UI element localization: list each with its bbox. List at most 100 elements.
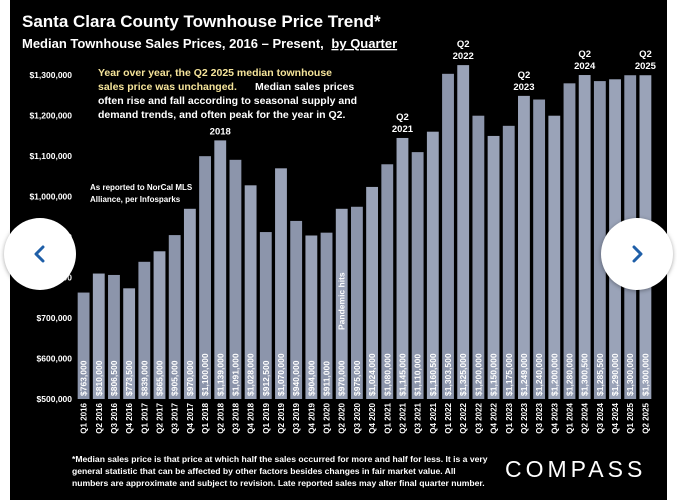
x-tick-label: Q3 2020 — [353, 402, 362, 433]
x-tick-label: Q2 2016 — [95, 402, 104, 433]
bar — [442, 73, 454, 400]
x-tick-label: Q2 2017 — [156, 402, 165, 433]
x-tick-label: Q2 2025 — [641, 402, 650, 433]
bar-value-label: $1,070,000 — [276, 353, 286, 396]
next-slide-button[interactable] — [601, 218, 673, 290]
x-tick-label: Q3 2024 — [596, 402, 605, 433]
footnote-line: numbers are approximate and subject to r… — [72, 478, 485, 488]
bar-value-label: $1,300,500 — [580, 353, 590, 396]
source-note-line: Alliance, per Infosparks — [90, 195, 181, 204]
footnote-line: general statistic that can be affected b… — [72, 466, 456, 476]
note-highlight-line: Year over year, the Q2 2025 median townh… — [98, 67, 332, 79]
source-note-line: As reported to NorCal MLS — [90, 183, 193, 192]
bar-value-label: $1,145,000 — [397, 353, 407, 396]
bar — [108, 274, 120, 399]
bar — [426, 131, 439, 399]
bar — [77, 292, 90, 399]
y-tick-label: $1,100,000 — [29, 151, 72, 161]
bar — [244, 185, 257, 399]
x-tick-label: Q2 2018 — [216, 402, 225, 433]
x-tick-label: Q1 2017 — [140, 402, 149, 433]
bar-value-label: $940,000 — [291, 360, 301, 396]
bar — [153, 251, 166, 399]
x-tick-label: Q4 2017 — [186, 402, 195, 433]
bar-value-label: $905,000 — [170, 360, 180, 396]
x-tick-label: Q1 2023 — [505, 402, 514, 433]
bar-value-label: $1,240,000 — [534, 353, 544, 396]
bar-value-label: $1,110,000 — [413, 354, 423, 396]
note-line: often rise and fall according to seasona… — [98, 95, 357, 107]
bar-value-label: $1,300,000 — [640, 353, 650, 396]
bar — [487, 135, 500, 400]
subtitle-suffix: by Quarter — [331, 36, 397, 51]
bar — [563, 83, 576, 400]
peak-annotation: Q2 — [639, 49, 652, 60]
peak-annotation: 2024 — [574, 61, 596, 72]
x-tick-label: Q3 2018 — [231, 402, 240, 433]
peak-annotation: Q2 — [518, 70, 531, 81]
x-tick-label: Q1 2020 — [323, 402, 332, 433]
peak-annotation: Q2 — [396, 112, 409, 123]
bar-value-label: $810,000 — [94, 360, 104, 396]
bar — [548, 115, 561, 400]
x-tick-label: Q4 2016 — [125, 402, 134, 433]
peak-annotation: 2021 — [392, 124, 414, 135]
peak-annotation: Q2 — [578, 49, 591, 60]
x-tick-label: Q4 2018 — [247, 402, 256, 433]
note-highlight-line: sales price was unchanged. — [98, 81, 237, 93]
x-tick-label: Q1 2016 — [80, 402, 89, 433]
bar-value-label: $1,139,000 — [215, 353, 225, 396]
bar-value-label: $1,091,000 — [230, 353, 240, 396]
chart-subtitle: Median Townhouse Sales Prices, 2016 – Pr… — [22, 36, 397, 51]
x-tick-label: Q2 2019 — [277, 402, 286, 433]
bar — [138, 261, 151, 399]
x-tick-label: Q4 2024 — [611, 402, 620, 433]
peak-annotation: Q2 — [457, 39, 470, 50]
bar-value-label: $1,290,000 — [610, 353, 620, 396]
x-tick-label: Q1 2025 — [626, 402, 635, 433]
bar-value-label: $773,500 — [124, 360, 134, 396]
bar-value-label: $1,028,000 — [246, 353, 256, 396]
bar-value-label: $1,285,500 — [595, 353, 605, 396]
x-tick-label: Q2 2021 — [398, 402, 407, 433]
bar — [214, 140, 227, 399]
bar — [472, 115, 485, 400]
bar — [290, 220, 303, 399]
bar — [502, 125, 515, 399]
bar — [518, 95, 530, 399]
bar — [92, 273, 105, 399]
chart-title: Santa Clara County Townhouse Price Trend… — [22, 12, 381, 31]
x-tick-label: Q1 2021 — [383, 402, 392, 433]
x-tick-label: Q1 2019 — [262, 402, 271, 433]
footnote-line: *Median sales price is that price at whi… — [72, 454, 488, 464]
bar — [183, 208, 196, 399]
bar — [350, 206, 363, 399]
subtitle-prefix: Median Townhouse Sales Prices, 2016 – Pr… — [22, 36, 324, 51]
bar — [305, 235, 318, 399]
x-tick-label: Q2 2023 — [520, 402, 529, 433]
note-line: Median sales prices — [255, 81, 354, 93]
y-tick-label: $600,000 — [37, 354, 73, 364]
bar — [411, 152, 424, 399]
note-box — [93, 62, 373, 126]
bar-value-label: $1,280,000 — [564, 353, 574, 396]
bar-value-label: $1,303,500 — [443, 353, 453, 396]
bar — [320, 232, 333, 399]
x-tick-label: Q2 2020 — [338, 402, 347, 433]
bar-value-label: $911,000 — [322, 361, 332, 396]
bar-value-label: $1,325,000 — [458, 353, 468, 396]
previous-slide-button[interactable] — [4, 218, 76, 290]
bar-value-label: $763,000 — [79, 360, 89, 396]
chevron-left-icon — [34, 245, 45, 263]
bar-value-label: $1,175,000 — [504, 353, 514, 396]
bar-value-label: $1,300,000 — [625, 353, 635, 396]
bar — [199, 156, 211, 399]
compass-logo: COMPASS — [505, 456, 646, 482]
note-line: demand trends, and often peak for the ye… — [98, 109, 345, 121]
bar-value-label: $865,000 — [155, 360, 165, 396]
x-tick-label: Q2 2022 — [459, 402, 468, 433]
bar-value-label: $1,080,000 — [382, 353, 392, 396]
peak-annotation: 2018 — [210, 126, 231, 137]
peak-annotation: 2025 — [635, 61, 657, 72]
bar — [275, 168, 287, 399]
